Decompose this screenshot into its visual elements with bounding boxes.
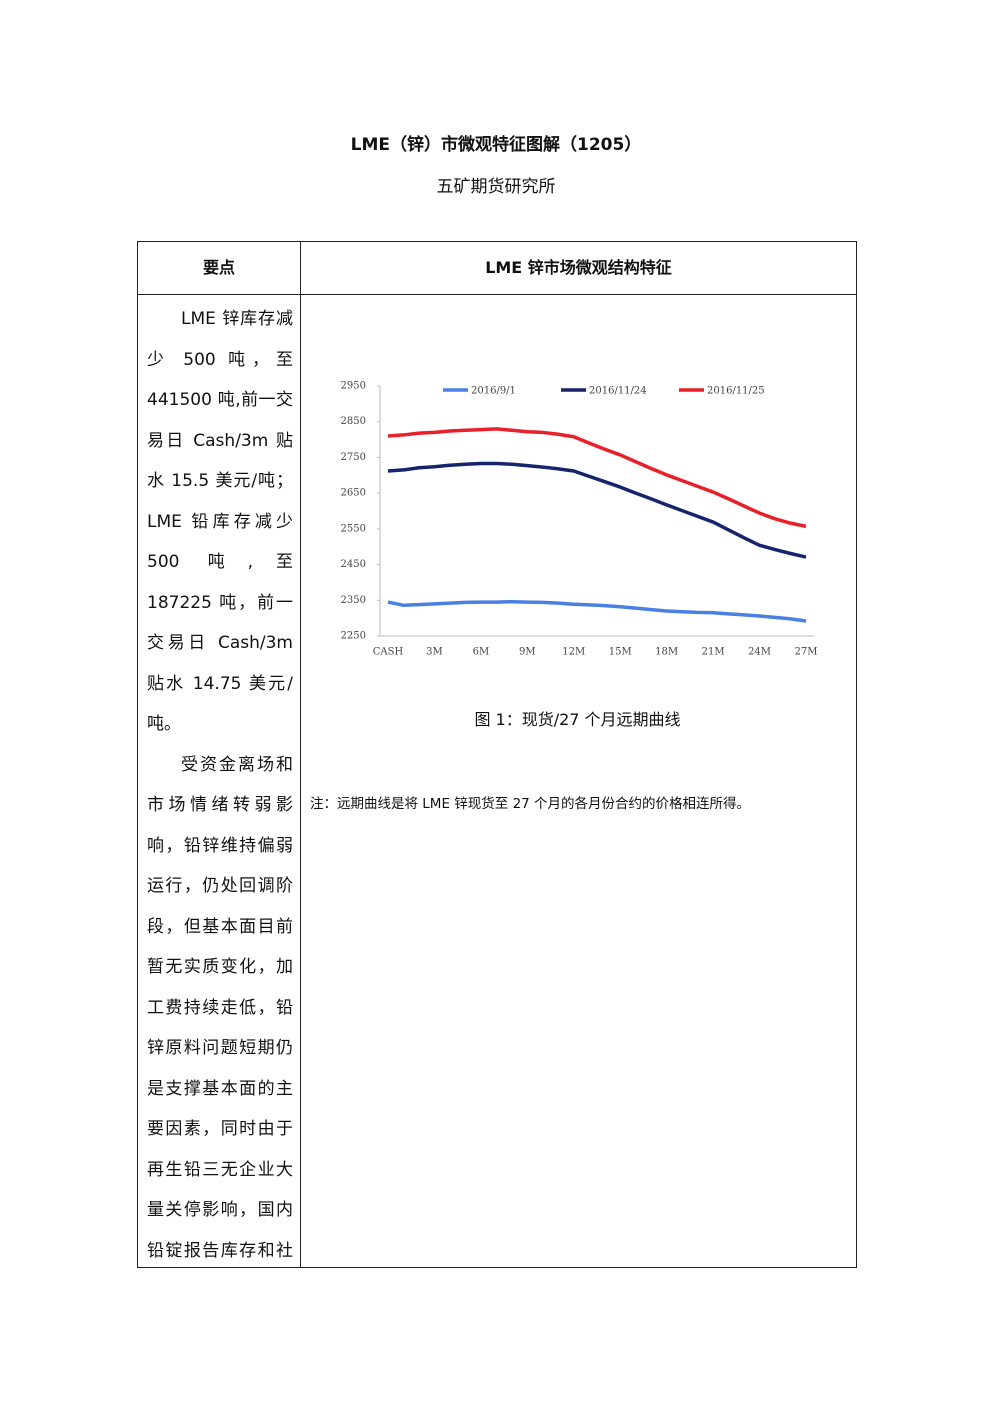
series-line (387, 599, 807, 623)
y-tick-label: 2350 (341, 595, 366, 606)
table-divider (300, 242, 301, 1267)
x-tick-label: 24M (748, 647, 771, 658)
legend-label: 2016/11/24 (589, 386, 647, 397)
y-tick-label: 2950 (341, 381, 366, 392)
y-tick-label: 2750 (341, 452, 366, 463)
note: 注：远期曲线是将 LME 锌现货至 27 个月的各月份合约的价格相连所得。 (310, 796, 751, 812)
x-tick-label: 27M (795, 647, 818, 658)
y-tick-label: 2250 (341, 631, 366, 642)
x-tick-label: 12M (562, 647, 585, 658)
paragraph: 受资金离场和市场情绪转弱影响，铅锌维持偏弱运行，仍处回调阶段，但基本面目前暂无实… (147, 754, 293, 1261)
table-header: LME 锌市场微观结构特征 (485, 258, 672, 277)
x-tick-label: 21M (702, 647, 725, 658)
title: LME（锌）市微观特征图解（1205） (350, 135, 642, 155)
legend-label: 2016/9/1 (471, 386, 516, 397)
y-tick-label: 2650 (341, 488, 366, 499)
y-tick-label: 2450 (341, 559, 366, 570)
x-tick-label: 6M (473, 647, 490, 658)
legend-label: 2016/11/25 (707, 386, 765, 397)
x-tick-label: CASH (373, 647, 404, 658)
x-tick-label: 15M (609, 647, 632, 658)
series-line (387, 461, 807, 559)
table-divider (138, 294, 856, 295)
x-tick-label: 3M (426, 647, 443, 658)
table: 要点 LME 锌市场微观结构特征 LME 锌库存减少 500 吨，至 44150… (137, 241, 857, 1268)
y-tick-label: 2850 (341, 416, 366, 427)
table-header: 要点 (202, 258, 235, 277)
chart: 2250 2350 2450 2550 2650 2750 2850 2950 CASH 3M 6M… (341, 381, 818, 658)
x-tick-label: 9M (519, 647, 536, 658)
x-tick-label: 18M (655, 647, 678, 658)
figure-caption: 图 1：现货/27 个月远期曲线 (474, 710, 681, 729)
key-points: LME 锌库存减少 500 吨，至 441500 吨,前一交易日 Cash/3m… (147, 299, 293, 1265)
series-line (387, 427, 807, 529)
y-tick-label: 2550 (341, 523, 366, 534)
paragraph: LME 锌库存减少 500 吨，至 441500 吨,前一交易日 Cash/3m… (147, 309, 293, 734)
subtitle: 五矿期货研究所 (436, 177, 556, 197)
